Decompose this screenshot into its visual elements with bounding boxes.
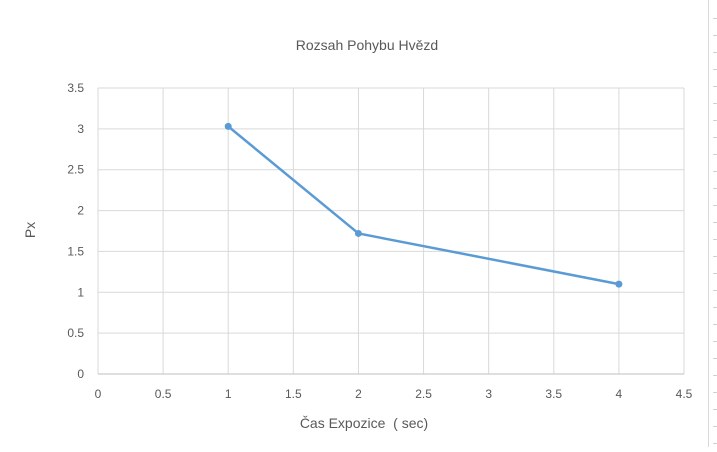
y-tick-label: 2.5 — [67, 163, 84, 177]
edge-tick — [713, 239, 717, 240]
edge-tick — [713, 120, 717, 121]
x-tick-label: 4.5 — [676, 387, 693, 401]
tick-labels: 0 0.5 1 1.5 2 2.5 3 3.5 4 4.5 0 0.5 1 1.5 2 2.5 3 3.5 — [67, 81, 692, 401]
x-tick-label: 1.5 — [285, 387, 302, 401]
x-tick-label: 3 — [485, 387, 492, 401]
edge-tick — [713, 222, 717, 223]
edge-tick — [713, 86, 717, 87]
edge-tick — [713, 205, 717, 206]
edge-tick — [713, 307, 717, 308]
y-tick-label: 3 — [77, 122, 84, 136]
edge-tick — [713, 188, 717, 189]
edge-tick — [713, 324, 717, 325]
edge-tick — [713, 290, 717, 291]
chart-title: Rozsah Pohybu Hvězd — [296, 37, 438, 53]
data-point — [224, 122, 232, 130]
data-series — [224, 122, 623, 288]
data-point — [354, 229, 362, 237]
y-tick-label: 1.5 — [67, 244, 84, 258]
edge-tick — [713, 341, 717, 342]
edge-tick — [713, 137, 717, 138]
x-tick-label: 3.5 — [545, 387, 562, 401]
x-tick-label: 2.5 — [415, 387, 432, 401]
edge-tick — [713, 392, 717, 393]
edge-tick — [713, 426, 717, 427]
x-axis-title: Čas Expozice ( sec) — [300, 415, 428, 431]
y-axis-title: Px — [22, 222, 38, 238]
edge-tick — [713, 52, 717, 53]
y-tick-label: 0.5 — [67, 326, 84, 340]
edge-tick — [713, 409, 717, 410]
edge-tick — [713, 358, 717, 359]
y-tick-label: 2 — [77, 204, 84, 218]
edge-tick — [713, 154, 717, 155]
edge-tick — [713, 443, 717, 444]
edge-tick — [713, 18, 717, 19]
x-tick-label: 0 — [95, 387, 102, 401]
y-tick-label: 1 — [77, 285, 84, 299]
y-tick-label: 0 — [77, 367, 84, 381]
window-edge-strip — [708, 0, 717, 447]
gridlines — [97, 87, 685, 375]
x-tick-label: 0.5 — [155, 387, 172, 401]
x-tick-label: 1 — [225, 387, 232, 401]
edge-tick — [713, 375, 717, 376]
edge-tick — [713, 69, 717, 70]
chart-svg: Rozsah Pohybu Hvězd 0 0.5 1 1.5 2 2.5 3 3.5 4 4.5… — [22, 37, 693, 431]
edge-tick — [713, 256, 717, 257]
data-point — [615, 280, 623, 288]
edge-tick — [713, 35, 717, 36]
edge-tick — [713, 273, 717, 274]
edge-tick — [713, 103, 717, 104]
x-tick-label: 2 — [355, 387, 362, 401]
chart-area: Rozsah Pohybu Hvězd 0 0.5 1 1.5 2 2.5 3 3.5 4 4.5… — [22, 37, 693, 431]
edge-tick — [713, 171, 717, 172]
x-tick-label: 4 — [616, 387, 623, 401]
y-tick-label: 3.5 — [67, 81, 84, 95]
